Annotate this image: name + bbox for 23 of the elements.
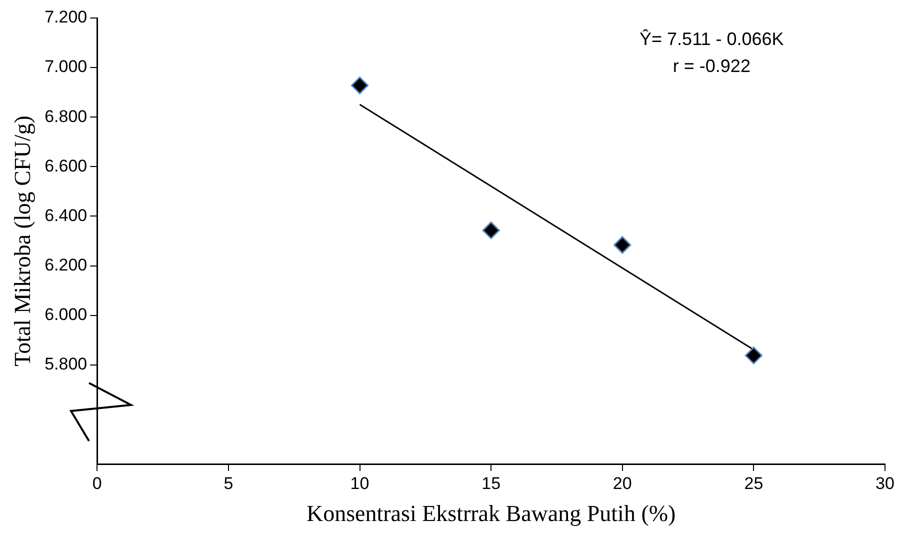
x-tick-label: 10 — [350, 474, 370, 493]
y-axis-title: Total Mikroba (log CFU/g) — [10, 116, 35, 366]
x-axis-title: Konsentrasi Ekstrrak Bawang Putih (%) — [306, 501, 676, 526]
y-tick-label: 6.800 — [44, 106, 88, 126]
y-tick-label: 7.200 — [44, 8, 88, 27]
y-tick-label: 6.400 — [44, 206, 88, 225]
point — [744, 346, 762, 364]
x-tick-label: 25 — [744, 474, 764, 493]
x-tick-label: 0 — [92, 474, 102, 493]
y-tick-label: 6.600 — [44, 156, 88, 176]
y-tick-label: 6.200 — [44, 255, 88, 274]
point — [351, 76, 369, 94]
y-tick-label: 5.800 — [44, 354, 88, 374]
annotation: r = -0.922 — [672, 56, 750, 76]
x-tick-label: 5 — [224, 474, 234, 493]
y-tick-label: 7.000 — [44, 57, 88, 76]
x-tick-label: 30 — [876, 474, 894, 493]
point — [482, 222, 500, 240]
annotation: Ŷ= 7.511 - 0.066K — [640, 28, 784, 49]
point — [614, 236, 632, 254]
y-tick-label: 6.000 — [44, 305, 88, 324]
x-tick-label: 20 — [612, 474, 632, 493]
x-tick-label: 15 — [482, 474, 501, 493]
